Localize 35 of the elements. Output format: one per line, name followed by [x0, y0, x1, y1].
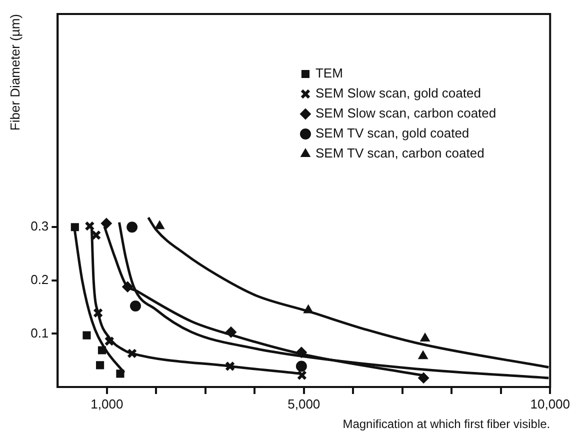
point	[130, 300, 141, 312]
y-tick-label: 0.3	[30, 218, 49, 234]
point	[418, 372, 430, 384]
point	[418, 350, 428, 360]
point	[96, 361, 104, 370]
legend-label: SEM TV scan, gold coated	[315, 126, 470, 141]
point	[296, 360, 307, 372]
x-axis-title: Magnification at which first fiber visible.	[342, 417, 550, 432]
point	[154, 220, 164, 230]
point	[126, 348, 138, 358]
legend-label: SEM Slow scan, gold coated	[315, 86, 481, 101]
point	[70, 223, 79, 232]
point	[226, 326, 237, 338]
legend-label: SEM TV scan, carbon coated	[315, 146, 484, 161]
point	[304, 304, 314, 314]
point	[126, 222, 138, 233]
x-tick-label: 10,000	[530, 396, 570, 412]
point	[104, 336, 114, 346]
point	[224, 361, 236, 372]
point	[100, 218, 112, 229]
point	[122, 281, 134, 292]
x-tick-label: 1,000	[90, 396, 124, 412]
point	[98, 346, 106, 354]
point	[82, 331, 91, 340]
point	[296, 346, 307, 358]
point	[116, 370, 124, 378]
legend-label: TEM	[315, 66, 343, 81]
point	[84, 221, 95, 232]
point	[93, 308, 104, 318]
legend-label: SEM Slow scan, carbon coated	[315, 106, 496, 121]
y-tick-label: 0.2	[30, 272, 49, 288]
y-axis-title: Fiber Diameter (µm)	[7, 14, 22, 131]
y-tick-label: 0.1	[30, 325, 49, 340]
point	[420, 333, 430, 342]
x-tick-label: 5,000	[288, 396, 320, 412]
